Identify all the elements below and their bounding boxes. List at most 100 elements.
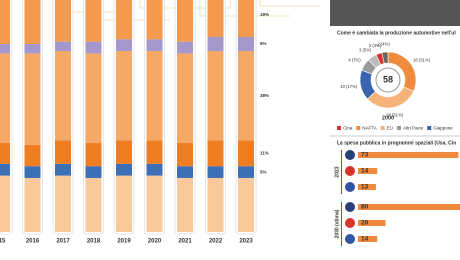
- bar-segment: [0, 44, 10, 54]
- bar-segment: [146, 175, 163, 232]
- bar-segment: [116, 140, 132, 164]
- bar-segment: [0, 53, 10, 143]
- donut-title: Come è cambiata la produzione automotive…: [337, 30, 456, 36]
- flag: [345, 218, 355, 228]
- bar-segment: [0, 175, 10, 232]
- flag: [345, 234, 355, 244]
- bar-segment: [207, 140, 224, 167]
- slice-label: 3 (5%): [359, 48, 372, 53]
- bar: [358, 168, 378, 174]
- value-label: 38%: [260, 93, 269, 98]
- value-label: 6%: [260, 41, 267, 46]
- legend-label: NAFTA: [362, 126, 376, 131]
- bar-segment: [238, 0, 254, 37]
- legend-swatch: [380, 126, 385, 130]
- group-bracket: [341, 150, 342, 194]
- legend-swatch: [356, 126, 361, 130]
- x-tick-label: 2020: [148, 239, 162, 245]
- value-label: 11%: [260, 150, 269, 155]
- bar-segment: [116, 163, 132, 176]
- group-label: 2023: [334, 166, 340, 177]
- value-label: 73: [361, 152, 369, 159]
- group-label: 2030 (stima): [334, 209, 340, 238]
- bar-segment: [85, 166, 102, 178]
- slice-label: 18 (31%): [386, 113, 404, 118]
- slice-label: 2 (4%): [369, 43, 382, 48]
- slice-label: 18 (31%): [413, 57, 431, 62]
- slice-label: 10 (17%): [340, 84, 358, 89]
- bar-segment: [177, 41, 193, 54]
- bar-segment: [24, 145, 41, 167]
- bar-segment: [177, 177, 193, 232]
- bar-segment: [207, 166, 224, 178]
- bar-segment: [55, 163, 71, 176]
- donut-year: 2000: [382, 115, 394, 121]
- bar-segment: [0, 163, 10, 176]
- flag: [345, 150, 355, 160]
- bar-segment: [238, 166, 254, 178]
- bar-segment: [55, 175, 71, 232]
- bar-segment: [207, 177, 224, 232]
- bar-segment: [238, 36, 254, 52]
- bar-segment: [177, 166, 193, 178]
- value-label: 14: [361, 236, 369, 243]
- bar-segment: [85, 177, 102, 232]
- barh-title: La spesa pubblica in programmi spaziali …: [337, 140, 456, 146]
- x-tick-label: 2023: [239, 239, 253, 245]
- photo-strip: [330, 0, 460, 26]
- bar-segment: [146, 0, 163, 40]
- bar-segment: [85, 142, 102, 167]
- bar-segment: [177, 0, 193, 42]
- bar-segment: [116, 0, 132, 40]
- bar-segment: [146, 140, 163, 164]
- bar-segment: [55, 140, 71, 164]
- x-tick-label: 2017: [56, 239, 70, 245]
- value-label: 13: [361, 184, 369, 191]
- bar-segment: [24, 0, 41, 44]
- bar-segment: [55, 0, 71, 42]
- legend-label: Altri Paesi: [403, 126, 423, 131]
- value-label: 14: [361, 168, 369, 175]
- flag: [345, 182, 355, 192]
- donut-slice: [381, 51, 389, 64]
- donut-center: [375, 67, 401, 93]
- flag: [345, 202, 355, 212]
- legend-label: Giappone: [433, 126, 453, 131]
- x-tick-label: 2022: [209, 239, 223, 245]
- value-label: 80: [361, 204, 369, 211]
- group-bracket: [341, 202, 342, 246]
- bar-segment: [116, 51, 132, 141]
- bar-segment: [24, 53, 41, 146]
- bar-segment: [85, 0, 102, 42]
- bar-segment: [146, 51, 163, 141]
- bar-segment: [85, 41, 102, 54]
- slice-label: 2 (4%): [377, 41, 390, 46]
- bar-segment: [116, 175, 132, 232]
- x-tick-label: 2016: [26, 239, 40, 245]
- bar-segment: [207, 0, 224, 37]
- bar-segment: [207, 51, 224, 141]
- bar-segment: [24, 44, 41, 54]
- legend-label: EU: [387, 126, 393, 131]
- bar-segment: [238, 140, 254, 167]
- bar-segment: [55, 51, 71, 141]
- bar-segment: [238, 51, 254, 141]
- value-label: 19%: [260, 12, 269, 17]
- x-tick-label: 2019: [117, 239, 131, 245]
- flag: [345, 166, 355, 176]
- bar-segment: [55, 41, 71, 52]
- legend-swatch: [337, 126, 341, 130]
- donut-total: 58: [383, 74, 393, 84]
- bar: [358, 152, 459, 158]
- bar-segment: [24, 166, 41, 178]
- value-label: 5%: [260, 169, 267, 174]
- bar: [358, 204, 460, 210]
- x-tick-label: 15: [0, 239, 6, 245]
- x-tick-label: 2021: [178, 239, 192, 245]
- bar: [358, 184, 376, 190]
- bar-segment: [177, 142, 193, 167]
- slice-label: 4 (7%): [348, 57, 361, 62]
- bar-segment: [116, 39, 132, 52]
